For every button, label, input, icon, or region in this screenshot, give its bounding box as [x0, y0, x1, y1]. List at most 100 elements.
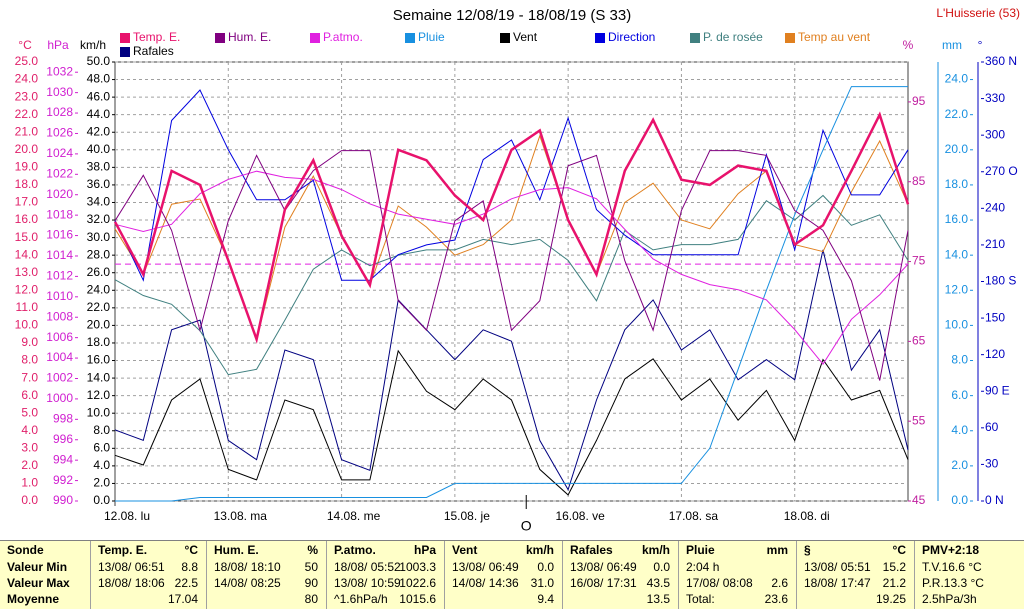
- y-tick-label: 20.0: [87, 318, 111, 332]
- axis-title: %: [903, 38, 914, 52]
- y-tick-label: 22.0: [945, 107, 969, 121]
- chart: Semaine 12/08/19 - 18/08/19 (S 33) L'Hui…: [15, 6, 1020, 534]
- table-panel: Vent km/h 13/08/ 06:49 0.0 14/08/ 14:36 31.0 9…: [444, 541, 562, 609]
- y-tick-label: 1010: [46, 289, 73, 303]
- table-cell: T.V.16.6 °C: [922, 560, 982, 574]
- table-cell: 21.2: [882, 576, 906, 590]
- y-tick-label: 90 E: [985, 383, 1010, 397]
- y-tick-label: 1004: [46, 350, 73, 364]
- y-tick-label: 8.0: [93, 423, 110, 437]
- table-cell: 15.2: [882, 560, 906, 574]
- legend-label: Hum. E.: [228, 30, 271, 44]
- legend-label: Pluie: [418, 30, 445, 44]
- panel-title: Vent: [452, 543, 478, 557]
- y-tick-label: 16.0: [87, 353, 111, 367]
- y-tick-label: 1016: [46, 228, 73, 242]
- y-tick-label: 10.0: [945, 318, 969, 332]
- y-tick-label: 9.0: [21, 335, 38, 349]
- table-cell: P.R.13.3 °C: [922, 576, 984, 590]
- y-tick-label: 32.0: [87, 212, 111, 226]
- y-tick-label: 23.0: [15, 89, 39, 103]
- table-cell: 13/08/ 06:49: [452, 560, 519, 574]
- x-tick-label: 16.08. ve: [555, 509, 605, 523]
- y-tick-label: 14.0: [945, 247, 969, 261]
- table-cell: 17/08/ 08:08: [686, 576, 753, 590]
- chart-title: Semaine 12/08/19 - 18/08/19 (S 33): [393, 7, 632, 24]
- y-tick-label: 14.0: [15, 247, 39, 261]
- series-line: [114, 194, 909, 376]
- y-tick-label: 0.0: [951, 493, 968, 507]
- y-tick-label: 16.0: [15, 212, 39, 226]
- y-tick-label: 24.0: [87, 282, 111, 296]
- y-tick-label: 1030: [46, 85, 73, 99]
- y-tick-label: 120: [985, 347, 1005, 361]
- legend-swatch: [500, 33, 510, 43]
- y-tick-label: 75: [912, 254, 926, 268]
- legend-swatch: [595, 33, 605, 43]
- table-panel: Sonde Valeur Min Valeur Max Moyenne: [0, 541, 90, 609]
- table-cell: Valeur Min: [7, 560, 68, 574]
- series-line: [114, 349, 909, 496]
- y-tick-label: 8.0: [21, 353, 38, 367]
- y-tick-label: 1020: [46, 187, 73, 201]
- y-tick-label: 95: [912, 94, 926, 108]
- panel-unit: °C: [184, 543, 198, 557]
- legend-label: Direction: [608, 30, 655, 44]
- y-tick-label: 1000: [46, 391, 73, 405]
- table-panel: § °C 13/08/ 05:51 15.2 18/08/ 17:47 21.2 19.25: [796, 541, 914, 609]
- cursor-label: O: [521, 518, 532, 534]
- y-tick-label: 60: [985, 420, 999, 434]
- y-tick-label: 36.0: [87, 177, 111, 191]
- legend-label: Rafales: [133, 44, 174, 58]
- y-tick-label: 8.0: [951, 353, 968, 367]
- table-cell: 18/08/ 05:52: [334, 560, 401, 574]
- y-tick-label: 1032: [46, 64, 73, 78]
- panel-title: Temp. E.: [98, 543, 148, 557]
- y-tick-label: 4.0: [21, 423, 38, 437]
- y-tick-label: 50.0: [87, 54, 111, 68]
- table-cell: 18/08/ 18:06: [98, 576, 165, 590]
- y-tick-label: 4.0: [93, 458, 110, 472]
- y-tick-label: 2.0: [93, 476, 110, 490]
- y-tick-label: 12.0: [15, 282, 39, 296]
- y-tick-label: 26.0: [87, 265, 111, 279]
- plot-frame: [114, 61, 909, 502]
- panel-unit: %: [307, 543, 318, 557]
- legend-label: Vent: [513, 30, 538, 44]
- table-cell: 1015.6: [399, 592, 436, 606]
- y-tick-label: 48.0: [87, 72, 111, 86]
- y-tick-label: 1028: [46, 105, 73, 119]
- y-tick-label: 14.0: [87, 370, 111, 384]
- y-tick-label: 992: [53, 473, 73, 487]
- table-cell: 2:04 h: [686, 560, 720, 574]
- y-tick-label: 22.0: [15, 107, 39, 121]
- table-cell: 9.4: [537, 592, 554, 606]
- y-tick-label: 3.0: [21, 440, 38, 454]
- y-tick-label: 21.0: [15, 124, 39, 138]
- y-tick-label: 85: [912, 174, 926, 188]
- table-cell: 80: [304, 592, 318, 606]
- table-cell: 31.0: [530, 576, 554, 590]
- y-tick-label: 210: [985, 237, 1005, 251]
- table-cell: 2.6: [771, 576, 788, 590]
- series-line: [113, 111, 910, 344]
- table-cell: Total:: [686, 592, 715, 606]
- panel-unit: hPa: [413, 543, 436, 557]
- legend-swatch: [310, 33, 320, 43]
- table-cell: 14/08/ 08:25: [214, 576, 281, 590]
- series-line: [115, 86, 908, 502]
- panel-title: Pluie: [686, 543, 715, 557]
- table-cell: 50: [304, 560, 318, 574]
- y-tick-label: 24.0: [945, 72, 969, 86]
- table-cell: 1003.3: [399, 560, 436, 574]
- panel-title: P.atmo.: [334, 543, 376, 557]
- table-cell: Valeur Max: [7, 576, 70, 590]
- y-tick-label: 44.0: [87, 107, 111, 121]
- x-tick-label: 14.08. me: [327, 509, 381, 523]
- y-tick-label: 55: [912, 413, 926, 427]
- y-tick-label: 1012: [46, 269, 73, 283]
- y-tick-label: 996: [53, 432, 73, 446]
- x-tick-label: 18.08. di: [784, 509, 830, 523]
- y-tick-label: 16.0: [945, 212, 969, 226]
- x-tick-label: 17.08. sa: [669, 509, 719, 523]
